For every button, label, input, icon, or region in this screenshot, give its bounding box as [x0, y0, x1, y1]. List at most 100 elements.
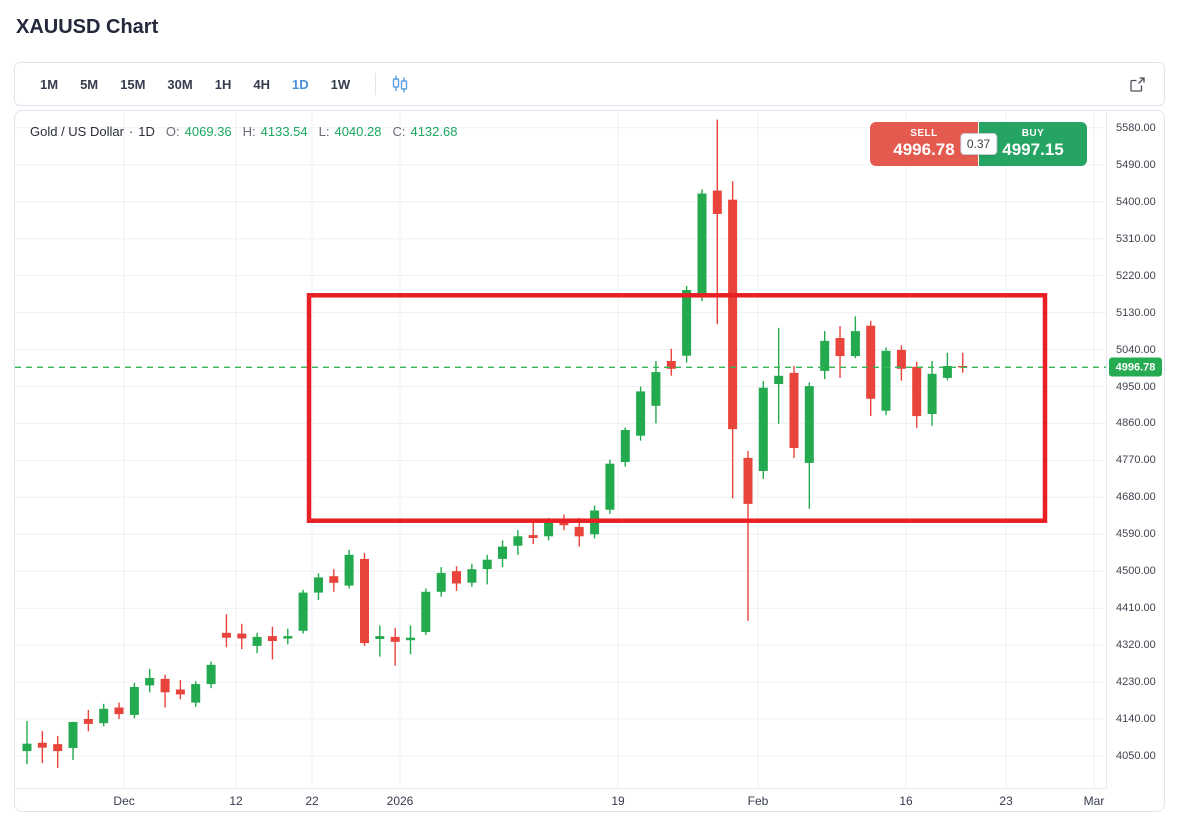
candlestick-chart: [15, 111, 1106, 788]
legend-high-label: H:: [242, 124, 256, 139]
candle-body: [360, 558, 369, 644]
candle-body: [896, 349, 906, 369]
candle-body: [267, 636, 277, 641]
price-tick-label: 4140.00: [1116, 713, 1156, 725]
trade-widget: SELL 4996.78 BUY 4997.15 0.37: [870, 122, 1087, 166]
buy-price: 4997.15: [1002, 140, 1064, 159]
candle-body: [682, 290, 692, 356]
candle-body: [406, 637, 415, 641]
time-axis[interactable]: Dec 12 22 2026 19 Feb 16 23 Mar: [15, 788, 1106, 811]
external-link-icon[interactable]: [1125, 72, 1150, 97]
candle-body: [375, 636, 385, 639]
time-tick-label: 19: [611, 794, 625, 808]
candle-body: [145, 678, 155, 686]
candle-body: [191, 684, 201, 703]
price-tick-label: 4950.00: [1116, 380, 1156, 393]
candle-body: [620, 430, 630, 462]
legend-low-value: 4040.28: [334, 124, 382, 139]
time-tick-label: Mar: [1083, 794, 1105, 808]
candle-body: [314, 577, 323, 593]
timeframe-button-1m[interactable]: 1M: [31, 71, 67, 98]
toolbar-divider: [375, 73, 377, 95]
chart-plot-area[interactable]: [15, 111, 1106, 788]
time-tick-label: 16: [899, 794, 913, 808]
annotation-rectangle[interactable]: [306, 293, 1048, 523]
candle-body: [160, 678, 170, 693]
timeframe-button-5m[interactable]: 5M: [71, 71, 107, 98]
candle-body: [99, 708, 109, 724]
price-tick-label: 4050.00: [1116, 750, 1156, 762]
timeframe-button-30m[interactable]: 30M: [158, 71, 201, 98]
price-tick-label: 4410.00: [1116, 602, 1156, 615]
candle-body: [881, 350, 891, 411]
price-tick-label: 5310.00: [1116, 232, 1156, 245]
legend-open-label: O:: [165, 124, 180, 139]
candle-body: [651, 372, 661, 406]
candle-body: [728, 199, 738, 430]
price-axis[interactable]: 4996.78 5580.00 5490.00 5400.00 5310.00 5220…: [1106, 111, 1164, 788]
chart-toolbar: 1M 5M 15M 30M 1H 4H 1D 1W: [14, 62, 1165, 106]
time-tick-label: 22: [305, 794, 319, 808]
chart-panel: Gold / US Dollar · 1D O: 4069.36 H: 4133…: [14, 110, 1165, 812]
timeframe-button-15m[interactable]: 15M: [111, 71, 154, 98]
price-tick-label: 4680.00: [1116, 491, 1156, 504]
buy-button[interactable]: BUY 4997.15: [979, 122, 1087, 166]
candle-body: [482, 559, 492, 570]
time-tick-label: 12: [229, 794, 243, 808]
time-tick-label: Dec: [113, 794, 135, 808]
timeframe-button-1w[interactable]: 1W: [322, 71, 360, 98]
candle-body: [206, 664, 216, 685]
page-title: XAUUSD Chart: [16, 16, 159, 38]
time-tick-label: Feb: [747, 794, 769, 808]
candle-body: [68, 722, 78, 748]
candle-body: [237, 633, 247, 639]
candle-body: [329, 576, 339, 583]
candle-body: [37, 742, 47, 748]
price-tick-label: 4500.00: [1116, 565, 1156, 578]
legend-high-value: 4133.54: [260, 124, 308, 139]
candle-body: [528, 535, 538, 538]
candle-body: [452, 571, 461, 584]
price-tick-label: 4230.00: [1116, 676, 1156, 689]
candle-body: [513, 536, 523, 546]
legend-interval: 1D: [138, 124, 155, 139]
candle-body: [175, 689, 185, 695]
candle-body: [835, 338, 845, 357]
sell-button[interactable]: SELL 4996.78: [870, 122, 978, 166]
candle-body: [743, 457, 753, 504]
candle-body: [544, 522, 554, 537]
candle-body: [712, 190, 722, 214]
candle-body: [344, 554, 354, 586]
price-tick-label: 4770.00: [1116, 454, 1156, 467]
price-tick-label: 5490.00: [1116, 158, 1156, 171]
candle-body: [942, 366, 952, 378]
sell-label: SELL: [910, 128, 938, 139]
candle-body: [927, 373, 937, 414]
candle-body: [390, 636, 400, 642]
candle-body: [436, 572, 446, 592]
timeframe-button-1d[interactable]: 1D: [283, 71, 318, 98]
candle-body: [53, 744, 63, 752]
candle-body: [83, 719, 93, 724]
legend-separator: ·: [128, 124, 134, 139]
timeframe-button-1h[interactable]: 1H: [206, 71, 241, 98]
candle-body: [866, 325, 876, 399]
candle-body: [912, 366, 922, 417]
legend-open-value: 4069.36: [184, 124, 232, 139]
candle-body: [804, 386, 814, 463]
candle-body: [129, 687, 139, 715]
price-tick-label: 5220.00: [1116, 269, 1156, 282]
candle-body: [559, 521, 569, 526]
legend-low-label: L:: [318, 124, 330, 139]
candle-body: [498, 546, 507, 559]
price-tick-label: 4860.00: [1116, 417, 1156, 430]
spread-value: 0.37: [959, 133, 998, 155]
timeframe-button-4h[interactable]: 4H: [244, 71, 279, 98]
candle-body: [789, 372, 799, 448]
candle-body: [22, 743, 32, 752]
candle-body: [697, 193, 707, 297]
chart-legend: Gold / US Dollar · 1D O: 4069.36 H: 4133…: [30, 124, 457, 139]
candlestick-icon[interactable]: [390, 74, 410, 94]
time-tick-label: 2026: [386, 794, 414, 808]
